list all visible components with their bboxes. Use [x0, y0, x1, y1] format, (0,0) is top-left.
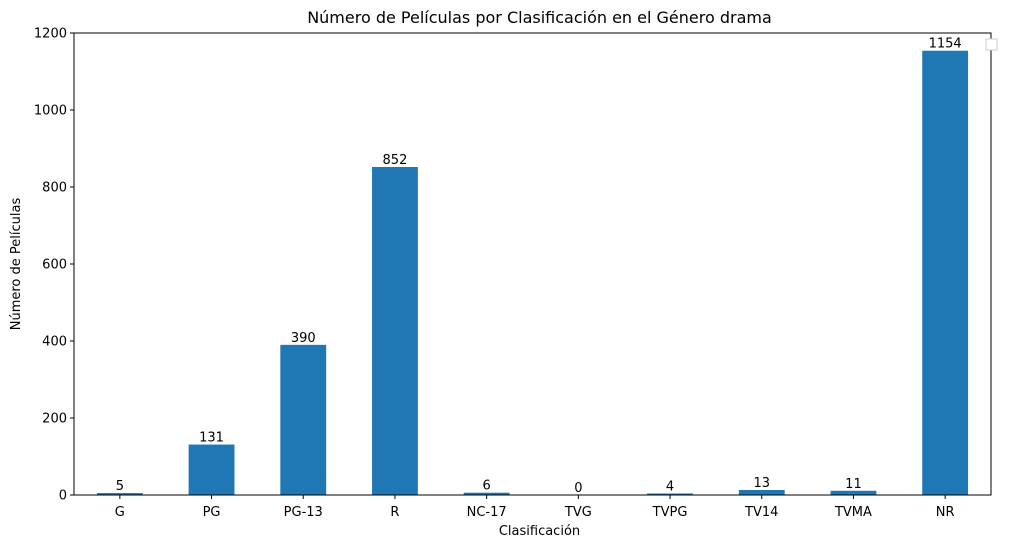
x-tick-label-r: R [390, 505, 399, 520]
x-tick-label-tvg: TVG [564, 505, 592, 520]
x-tick-label-tvma: TVMA [834, 505, 872, 520]
y-axis: 0 200 400 600 800 1000 1200 [34, 27, 74, 504]
chart-title: Número de Películas por Clasificación en… [307, 8, 772, 27]
bar-tv14 [738, 489, 785, 495]
x-tick-label-pg-13: PG-13 [284, 505, 323, 520]
data-label-nr: 1154 [929, 37, 962, 52]
data-label-tvg: 0 [574, 481, 582, 496]
x-tick-label-nc-17: NC-17 [467, 505, 507, 520]
y-tick-label: 0 [59, 489, 67, 504]
bar-nr [922, 50, 969, 496]
x-tick-label-pg: PG [203, 505, 221, 520]
y-tick-label: 1000 [34, 104, 67, 119]
y-tick-label: 200 [42, 412, 67, 427]
bar-tvma [830, 490, 877, 495]
y-tick-label: 800 [42, 181, 67, 196]
x-tick-label-g: G [115, 505, 125, 520]
y-tick-label: 1200 [34, 27, 67, 42]
x-tick-label-nr: NR [936, 505, 955, 520]
bar-g [96, 493, 143, 495]
data-label-tvma: 11 [845, 477, 862, 492]
data-label-pg: 131 [199, 431, 224, 446]
x-axis-title: Clasificación [499, 524, 580, 539]
bar-pg-13 [280, 344, 327, 495]
x-axis: G PG PG-13 R NC-17 TVG TVPG TV14 TVMA NR [115, 495, 955, 520]
y-tick-label: 400 [42, 335, 67, 350]
bar-tvpg [647, 493, 693, 495]
legend-box [985, 38, 998, 51]
plot-frame [73, 32, 992, 496]
bar-pg [188, 444, 235, 495]
data-label-nc-17: 6 [483, 479, 491, 494]
data-label-g: 5 [116, 479, 124, 494]
data-label-tvpg: 4 [666, 479, 674, 494]
y-axis-title: Número de Películas [9, 198, 24, 331]
bars-group [96, 50, 969, 496]
bar-nc-17 [463, 492, 510, 495]
bar-r [372, 166, 418, 496]
y-tick-label: 600 [42, 258, 67, 273]
data-label-pg-13: 390 [291, 331, 316, 346]
data-labels-group: 5 131 390 852 6 0 4 13 11 1154 [116, 37, 962, 496]
data-label-r: 852 [383, 153, 408, 168]
x-tick-label-tvpg: TVPG [652, 505, 688, 520]
data-label-tv14: 13 [753, 476, 770, 491]
x-tick-label-tv14: TV14 [744, 505, 778, 520]
